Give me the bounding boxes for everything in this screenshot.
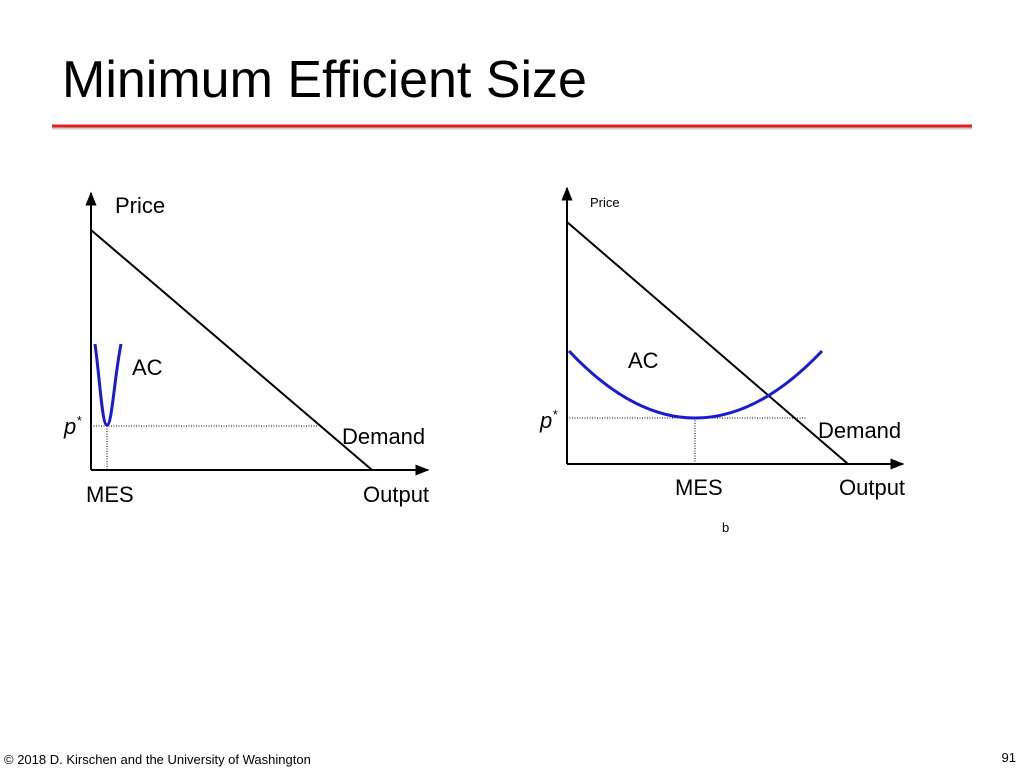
diagram-b: Price AC p* Demand MES Output b <box>539 186 905 535</box>
y-axis-label: Price <box>115 193 165 218</box>
mes-label: MES <box>86 482 134 507</box>
slide-title: Minimum Efficient Size <box>62 51 587 109</box>
demand-label: Demand <box>342 424 425 449</box>
diagram-a: Price AC p* Demand MES Output <box>63 191 430 507</box>
ac-label: AC <box>132 355 163 380</box>
copyright: © 2018 D. Kirschen and the University of… <box>4 752 311 767</box>
ac-curve <box>567 349 824 420</box>
price-label: p* <box>539 407 558 433</box>
x-axis-label: Output <box>839 475 905 500</box>
caption: b <box>722 520 729 535</box>
ac-label: AC <box>628 348 659 373</box>
demand-curve <box>566 221 849 465</box>
page-number: 91 <box>1002 750 1016 765</box>
mes-label: MES <box>675 475 723 500</box>
demand-curve <box>90 229 373 471</box>
demand-label: Demand <box>818 418 901 443</box>
ac-curve <box>93 343 123 427</box>
y-axis-label: Price <box>590 195 620 210</box>
x-axis-label: Output <box>363 482 429 507</box>
price-label: p* <box>63 413 82 439</box>
